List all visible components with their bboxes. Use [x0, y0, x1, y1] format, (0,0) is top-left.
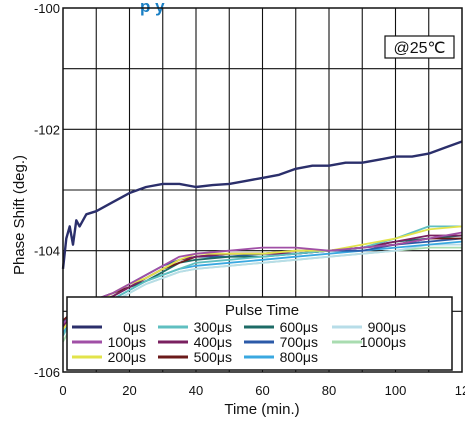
- x-tick-label: 0: [59, 383, 66, 398]
- legend-items: 0μs 300μs 600μs 900μs 100μs 400μs 700μs 1000μs 2…: [72, 319, 406, 365]
- x-tick-label: 100: [385, 383, 407, 398]
- legend-label: 100μs: [108, 334, 146, 350]
- y-tick-label: -106: [34, 365, 60, 380]
- plot-frame: [62, 7, 463, 373]
- x-tick-label: 60: [255, 383, 269, 398]
- legend-title: Pulse Time: [225, 302, 299, 319]
- y-tick-label: -102: [34, 122, 60, 137]
- temperature-annotation: @25℃: [393, 40, 445, 57]
- legend-label: 700μs: [280, 334, 318, 350]
- x-tick-label: 80: [322, 383, 336, 398]
- x-axis-label: Time (min.): [224, 401, 299, 418]
- legend-label: 200μs: [108, 349, 146, 365]
- x-tick-label: 20: [122, 383, 136, 398]
- x-tick-label: 12: [455, 383, 465, 398]
- legend-label: 800μs: [280, 349, 318, 365]
- y-tick-label: -104: [34, 244, 60, 259]
- y-tick-label: -100: [34, 1, 60, 16]
- legend-label: 600μs: [280, 319, 318, 335]
- legend-label: 0μs: [123, 319, 146, 335]
- legend-label: 300μs: [194, 319, 232, 335]
- legend-label: 900μs: [368, 319, 406, 335]
- x-tick-label: 40: [189, 383, 203, 398]
- legend-label: 500μs: [194, 349, 232, 365]
- legend-label: 1000μs: [360, 334, 406, 350]
- series-line: [61, 140, 463, 270]
- tick-labels: 0 20 40 60 80 100 12 -106 -104 -102 -100: [34, 1, 465, 398]
- legend-label: 400μs: [194, 334, 232, 350]
- temperature-annotation-box: [384, 35, 455, 59]
- y-axis-label: Phase Shift (deg.): [11, 155, 28, 275]
